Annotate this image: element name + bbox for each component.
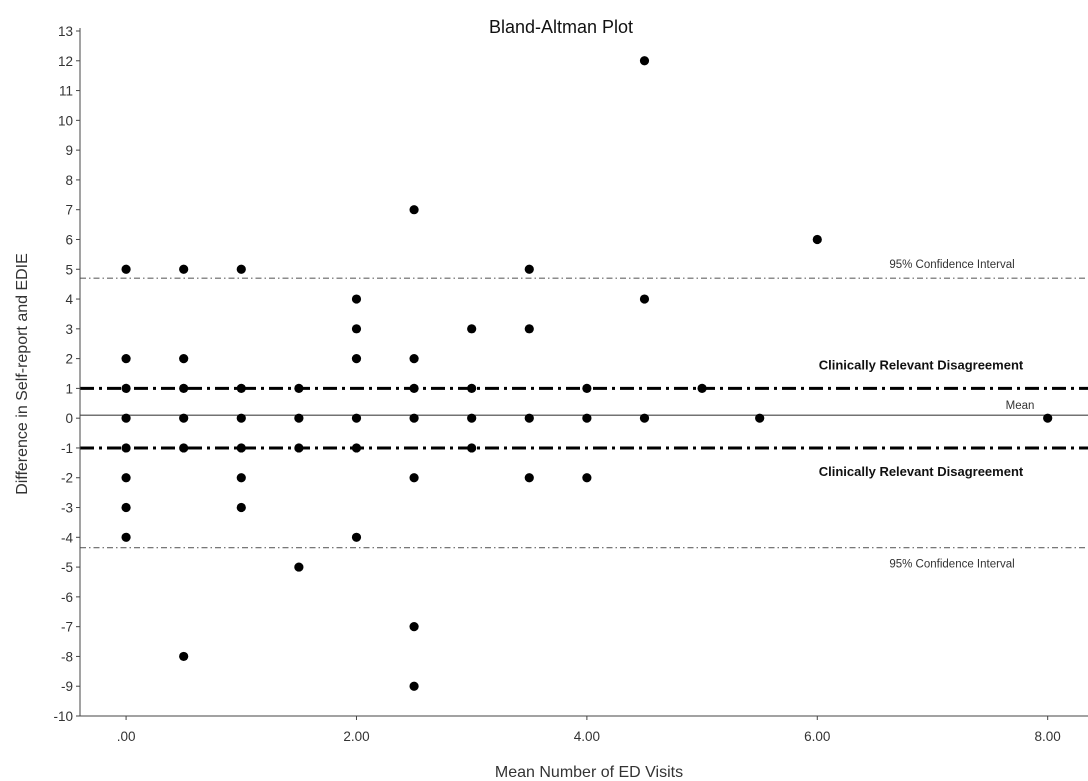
y-tick-label: -2 <box>61 471 73 486</box>
data-point <box>351 443 362 453</box>
data-point <box>467 413 477 423</box>
y-tick-label: 0 <box>65 411 73 426</box>
data-point <box>409 413 419 423</box>
y-tick-label: 3 <box>65 322 73 337</box>
data-point <box>582 473 592 483</box>
data-point <box>236 443 246 453</box>
data-point <box>236 502 246 513</box>
y-tick-label: -4 <box>61 530 73 545</box>
y-tick-label: -5 <box>61 560 73 575</box>
data-point <box>179 383 189 393</box>
x-tick-label: 8.00 <box>1035 729 1061 744</box>
x-tick-label: 6.00 <box>804 729 830 744</box>
reference-line-labels: 95% Confidence Interval Clinically Releva… <box>819 259 1035 571</box>
data-point <box>351 532 362 542</box>
data-point <box>121 532 131 542</box>
y-tick-label: 4 <box>65 292 73 307</box>
y-tick-label: -7 <box>61 620 73 635</box>
y-tick-label: 5 <box>65 262 73 277</box>
data-point <box>121 354 131 364</box>
clinical-disagreement-label: Clinically Relevant Disagreement <box>819 464 1024 479</box>
data-point <box>121 502 131 513</box>
data-point <box>524 413 534 423</box>
data-point <box>639 294 650 304</box>
data-point <box>582 383 592 393</box>
y-tick-label: 12 <box>58 54 73 69</box>
x-axis-title: Mean Number of ED Visits <box>495 764 683 781</box>
data-point <box>812 234 822 245</box>
y-tick-label: -10 <box>53 709 73 724</box>
data-point <box>294 443 304 453</box>
data-point <box>236 383 246 393</box>
data-point <box>351 294 362 304</box>
y-tick-label: -8 <box>61 649 73 664</box>
x-tick-label: .00 <box>117 729 136 744</box>
y-tick-label: 11 <box>59 84 73 99</box>
data-point <box>639 56 650 66</box>
data-point <box>179 651 189 662</box>
y-tick-label: 6 <box>65 232 73 247</box>
data-point <box>179 413 189 423</box>
data-point <box>409 681 419 691</box>
data-point <box>351 324 362 334</box>
y-tick-label: 1 <box>65 381 73 396</box>
data-point <box>351 354 362 364</box>
data-point <box>467 383 477 393</box>
data-point <box>121 473 131 483</box>
y-tick-label: 7 <box>65 203 73 218</box>
data-point <box>294 383 304 393</box>
data-point <box>179 264 189 274</box>
y-tick-label: 13 <box>58 24 73 39</box>
data-point <box>697 383 707 393</box>
data-point <box>121 413 131 423</box>
x-tick-label: 2.00 <box>343 729 369 744</box>
data-point <box>236 473 246 483</box>
data-point <box>294 413 304 423</box>
data-point <box>409 473 419 483</box>
data-points <box>121 56 1053 691</box>
data-point <box>179 443 189 453</box>
data-point <box>409 354 419 364</box>
y-tick-label: -6 <box>61 590 73 605</box>
mean-label: Mean <box>1006 400 1035 412</box>
chart-title: Bland-Altman Plot <box>489 17 633 37</box>
data-point <box>524 473 534 483</box>
data-point <box>524 264 534 274</box>
y-tick-label: 8 <box>65 173 73 188</box>
data-point <box>582 413 592 423</box>
y-tick-label: -9 <box>61 679 73 694</box>
data-point <box>294 562 304 572</box>
data-point <box>467 324 477 334</box>
data-point <box>121 264 131 274</box>
data-point <box>524 324 534 334</box>
x-axis: .00 2.00 4.00 6.00 8.00 <box>80 715 1088 744</box>
y-axis-title: Difference in Self-report and EDIE <box>14 253 31 495</box>
data-point <box>639 413 650 423</box>
data-point <box>121 443 131 453</box>
data-point <box>236 413 246 423</box>
y-tick-label: -1 <box>61 441 73 456</box>
data-point <box>409 622 419 632</box>
confidence-interval-label: 95% Confidence Interval <box>889 559 1014 571</box>
data-point <box>467 443 477 453</box>
data-point <box>755 413 765 423</box>
data-point <box>351 413 362 423</box>
data-point <box>179 354 189 364</box>
data-point <box>236 264 246 274</box>
data-point <box>121 383 131 393</box>
y-tick-label: 10 <box>58 113 73 128</box>
data-point <box>409 383 419 393</box>
y-tick-label: -3 <box>61 501 73 516</box>
data-point <box>409 205 419 215</box>
y-tick-label: 9 <box>65 143 73 158</box>
clinical-disagreement-label: Clinically Relevant Disagreement <box>819 357 1024 372</box>
data-point <box>1043 413 1053 423</box>
y-tick-label: 2 <box>65 352 73 367</box>
confidence-interval-label: 95% Confidence Interval <box>889 259 1014 271</box>
x-tick-label: 4.00 <box>574 729 600 744</box>
